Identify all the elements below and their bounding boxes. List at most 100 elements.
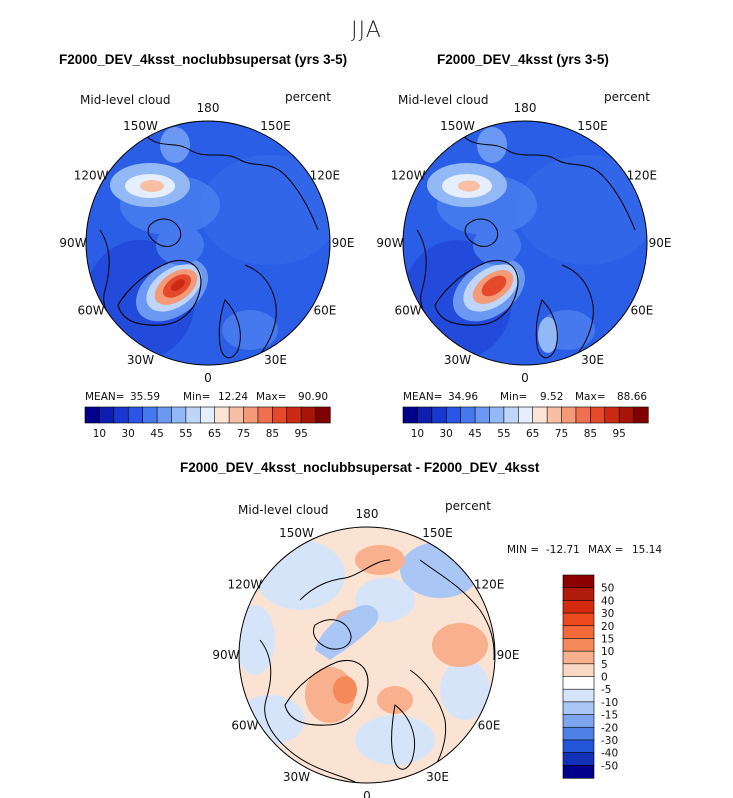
panel-2-colorbar-swatch [546,406,563,424]
panel-1-lon-label: 30W [127,353,154,367]
panel-1-map-boundary [85,120,331,366]
panel-2-title: F2000_DEV_4ksst (yrs 3-5) [437,52,609,67]
panel-3-diff-blob [432,623,488,667]
panel-3-colorbar-swatch [562,676,595,690]
panel-1-colorbar-swatch [214,406,230,424]
panel-2-colorbar-swatch [417,406,433,424]
panel-2-cloud-blob [481,275,507,297]
panel-3-colorbar-tick: 40 [601,595,614,607]
panel-2-colorbar-tick: 30 [440,428,453,440]
panel-2-colorbar-swatch [561,406,577,424]
panel-3-title: F2000_DEV_4ksst_noclubbsupersat - F2000_… [180,460,540,475]
panel-3-lon-label: 150E [422,526,453,540]
panel-2-colorbar-tick: 55 [497,428,510,440]
panel-3-colorbar-swatch [562,612,595,627]
panel-2-min-label: Min= [500,391,528,403]
panel-1-coastline [244,264,277,361]
panel-1-colorbar-tick: 85 [266,428,279,440]
figure-title: JJA [351,18,382,43]
panel-3-coastline [391,704,416,770]
panel-3-lon-label: 30W [283,770,310,784]
panel-1-lon-label: 90E [332,236,355,250]
panel-3-diff-blob [377,686,413,714]
panel-3-lon-label: 150W [279,526,314,540]
panel-1-coastline [218,299,241,359]
panel-2-field-patch [517,155,647,265]
panel-3-min-value: -12.71 [546,544,580,556]
panel-2-max-value: 88.66 [617,391,648,403]
panel-1-colorbar-swatch [171,406,187,424]
panel-2-max-label: Max= [575,391,606,403]
panel-3-colorbar-swatch [562,714,595,728]
panel-3-coastline [259,639,356,783]
panel-1-colorbar-swatch [84,406,101,424]
panel-1-field-patch [200,155,330,265]
panel-2-colorbar-tick: 45 [468,428,481,440]
panel-3-lon-label: 60W [231,719,258,733]
panel-2-colorbar-swatch [402,406,419,424]
panel-1-map [85,120,331,366]
panel-2-map [402,120,648,366]
panel-1-colorbar-swatch [315,406,331,424]
panel-2-coastline [434,260,519,326]
panel-3-colorbar-swatch [562,765,595,779]
panel-1-colorbar-swatch [185,406,201,424]
panel-3-colorbar-tick: 10 [601,646,614,658]
panel-3-colorbar-tick: -5 [601,684,611,696]
panel-3-lon-label: 180 [356,507,379,521]
panel-3-coastline [313,619,352,650]
panel-2-cloud-blob [538,317,558,353]
panel-2-lon-label: 120W [391,169,426,183]
panel-1-colorbar-tick: 10 [93,428,106,440]
panel-3-diff-blob [315,605,379,660]
panel-3-colorbar-swatch [562,650,595,665]
panel-1-lon-label: 150E [260,119,291,133]
panel-3-colorbar-tick: 15 [601,633,614,645]
panel-3-colorbar-tick: -50 [601,760,618,772]
panel-2-cloud-blob [458,180,480,192]
panel-1-colorbar-tick: 95 [295,428,308,440]
panel-2-colorbar-swatch [431,406,447,424]
panel-2-colorbar-tick: 10 [411,428,424,440]
panel-3-colorbar-swatch [562,752,595,766]
panel-3-coastline [299,559,391,601]
panel-3-colorbar-swatch [562,638,595,652]
panel-1-coastline [117,260,202,326]
panel-3-colorbar-swatch [562,600,595,614]
panel-3-colorbar-tick: -15 [601,710,618,722]
panel-3-colorbar-swatch [562,574,595,589]
panel-1-colorbar-swatch [127,406,144,424]
panel-1-mean-label: MEAN= [85,391,125,403]
panel-1-colorbar-tick: 65 [208,428,221,440]
panel-3-colorbar-swatch [562,688,595,703]
panel-1-title: F2000_DEV_4ksst_noclubbsupersat (yrs 3-5… [59,52,348,67]
panel-2-colorbar-swatch [474,406,491,424]
panel-2-lon-label: 150W [440,119,475,133]
panel-1-min-label: Min= [183,391,211,403]
panel-2-colorbar-swatch [590,406,606,424]
panel-3-diff-blob [355,715,435,765]
panel-1-colorbar-swatch [113,406,129,424]
panel-2-colorbar-swatch [503,406,519,424]
panel-3-colorbar-tick: 30 [601,608,614,620]
panel-3-diff-blob [239,605,275,675]
panel-2-mean-label: MEAN= [403,391,443,403]
panel-1-lon-label: 120W [74,169,109,183]
panel-2-colorbar-swatch [633,406,649,424]
panel-1-lon-label: 60E [313,304,336,318]
panel-3-colorbar-tick: 5 [601,659,608,671]
panel-3-colorbar-tick: 20 [601,621,614,633]
panel-2-colorbar-swatch [445,406,462,424]
panel-2-colorbar-swatch [618,406,635,424]
panel-1-colorbar-swatch [286,406,302,424]
panel-2-lon-label: 150E [577,119,608,133]
panel-3-colorbar-tick: -20 [601,722,618,734]
panel-2-colorbar-swatch [604,406,620,424]
panel-3-colorbar-tick: -30 [601,735,618,747]
panel-3-lon-label: 120E [474,578,505,592]
panel-3-coastline [409,669,447,776]
panel-3-colorbar-swatch [562,625,595,640]
panel-3-colorbar-swatch [562,726,595,741]
panel-1-max-value: 90.90 [298,391,329,403]
panel-1-cloud-blob [156,225,204,265]
